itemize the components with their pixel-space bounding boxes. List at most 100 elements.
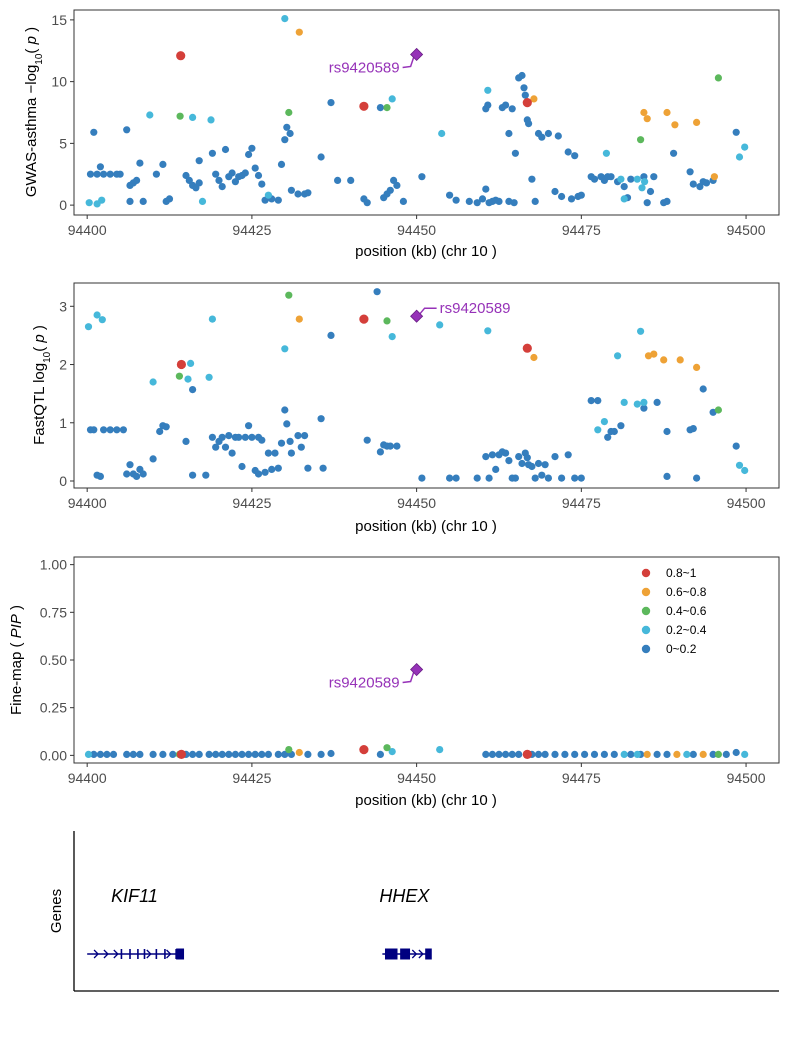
point-0-0-2: [139, 470, 147, 478]
point-0-0-2: [264, 449, 272, 457]
point-0-0-2: [564, 148, 572, 156]
fastqtl-lead-label: rs9420589: [440, 300, 511, 317]
kif11-strand-arrow: [166, 949, 172, 959]
fastqtl-panel: 94400 94425 94450 94475 94500 0 1 2 3 rs9420589…: [31, 282, 780, 535]
point-0-0-2: [515, 750, 523, 759]
point-0-0-2: [663, 197, 671, 205]
point-0-2-0-4: [617, 175, 625, 183]
point-0-0-2: [136, 159, 144, 167]
fastqtl-y-axis-title-sub: 10: [42, 351, 53, 363]
point-0-6-0-8: [530, 95, 538, 103]
point-0-4-0-6: [714, 406, 723, 414]
point-0-0-2: [258, 436, 266, 444]
legend-swatch: [641, 606, 651, 616]
gwas-x-tick-label: 94500: [727, 222, 766, 238]
point-0-2-0-4: [602, 149, 611, 157]
point-0-2-0-4: [741, 750, 749, 759]
point-0-0-2: [386, 186, 394, 194]
point-0-4-0-6: [383, 744, 391, 752]
point-0-0-2: [686, 168, 694, 176]
fastqtl-y-axis-title-end: ): [31, 325, 48, 334]
point-0-0-2: [218, 433, 226, 441]
point-0-0-2: [238, 462, 246, 471]
point-0-0-2: [248, 433, 256, 441]
gwas-x-tick-label: 94475: [562, 222, 601, 238]
point-0-0-2: [152, 170, 160, 178]
point-0-2-0-4: [388, 748, 396, 756]
point-0-0-2: [521, 91, 529, 99]
genes-y-axis-title: Genes: [48, 889, 65, 933]
point-0-2-0-4: [637, 327, 645, 335]
point-0-0-2: [600, 750, 609, 759]
point-0-0-2: [590, 175, 599, 183]
point-0-2-0-4: [149, 378, 157, 386]
fastqtl-lead-connector: [419, 307, 437, 315]
point-0-0-2: [195, 157, 203, 165]
legend-label: 0.8~1: [666, 566, 697, 580]
gwas-y-axis-title: GWAS-asthma −log10( p ): [23, 27, 45, 197]
fastqtl-y-tick-label: 0: [59, 473, 67, 489]
point-0-2-0-4: [640, 398, 648, 406]
point-0-0-2: [511, 474, 519, 482]
point-0-0-2: [604, 433, 612, 441]
fastqtl-plot-frame: [73, 282, 780, 489]
point-0-0-2: [643, 199, 651, 207]
point-0-0-2: [327, 99, 335, 107]
point-0-0-2: [653, 398, 661, 406]
point-0-0-2: [511, 149, 519, 157]
fastqtl-y-ticks: 0 1 2 3: [59, 298, 74, 489]
fastqtl-x-tick-label: 94450: [397, 495, 436, 511]
gwas-y-tick-label: 0: [59, 197, 67, 213]
point-0-0-2: [228, 169, 236, 177]
point-0-4-0-6: [176, 112, 184, 120]
point-0-0-2: [488, 451, 496, 459]
fastqtl-y-tick-label: 3: [59, 298, 67, 314]
point-0-0-2: [96, 163, 104, 171]
point-0-6-0-8: [295, 315, 303, 323]
point-0-0-2: [732, 128, 740, 136]
fastqtl-y-axis-title-main: FastQTL log: [31, 363, 48, 445]
point-0-0-2: [393, 442, 401, 450]
point-0-0-2: [554, 132, 562, 140]
gwas-x-tick-label: 94425: [232, 222, 271, 238]
point-0-6-0-8: [295, 748, 303, 757]
point-0-0-2: [617, 422, 625, 430]
point-0-0-2: [208, 149, 216, 157]
point-0-0-2: [538, 471, 546, 479]
point-0-6-0-8: [673, 750, 681, 759]
point-0-2-0-4: [281, 15, 289, 23]
point-0-0-2: [515, 453, 523, 461]
point-0-0-2: [90, 128, 98, 136]
point-0-0-2: [100, 426, 108, 434]
point-0-0-2: [551, 750, 559, 759]
point-0-0-2: [208, 433, 216, 441]
legend-swatch: [641, 644, 651, 654]
gwas-lead-snp-diamond: [410, 47, 424, 62]
point-0-0-2: [376, 750, 384, 759]
kif11-strand-arrow: [103, 949, 109, 959]
point-0-0-2: [689, 750, 697, 759]
point-0-0-2: [277, 160, 286, 168]
gwas-y-axis-title-end: ): [23, 27, 40, 36]
point-0-0-2: [159, 750, 167, 759]
point-0-0-2: [482, 185, 490, 193]
point-0-0-2: [189, 386, 197, 394]
point-0-0-2: [446, 191, 454, 199]
point-0-0-2: [106, 170, 114, 178]
point-0-2-0-4: [388, 333, 396, 341]
point-0-0-2: [577, 191, 585, 199]
point-0-2-0-4: [281, 345, 289, 353]
point-0-4-0-6: [383, 104, 391, 112]
gwas-y-axis-title-sub: 10: [34, 53, 45, 65]
point-0-6-0-8: [693, 363, 701, 371]
point-0-0-2: [159, 160, 167, 168]
point-0-0-2: [90, 750, 98, 759]
point-0-6-0-8: [710, 173, 719, 181]
point-0-0-2: [225, 750, 233, 759]
fastqtl-x-tick-label: 94475: [562, 495, 601, 511]
legend-label: 0~0.2: [666, 642, 697, 656]
point-0-0-2: [620, 183, 628, 191]
point-0-0-2: [294, 432, 302, 440]
point-0-0-2: [212, 750, 220, 759]
gwas-y-ticks: 0 5 10 15: [51, 12, 74, 213]
